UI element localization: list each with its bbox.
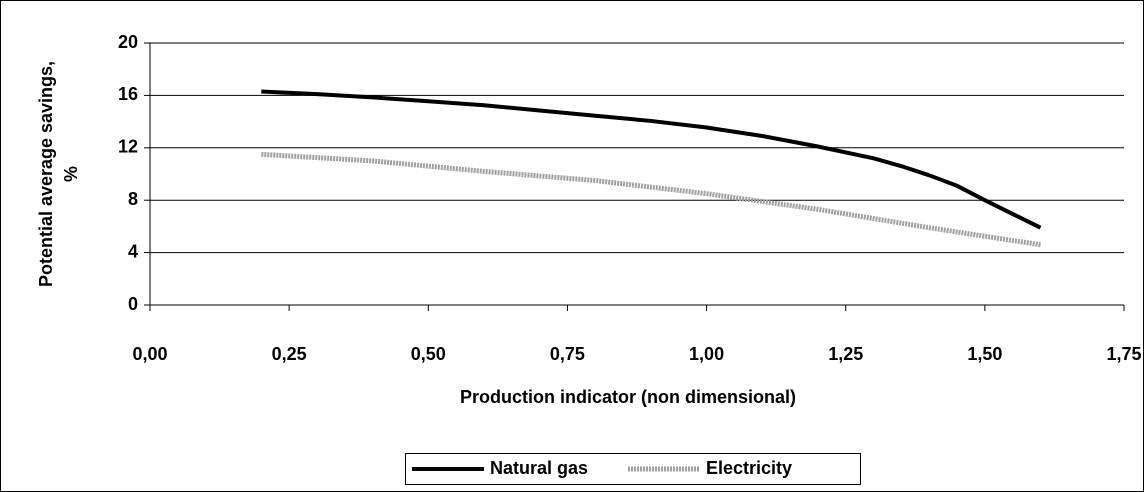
y-tick-label: 16 [118,84,138,104]
y-tick-label: 20 [118,32,138,52]
x-axis-label: Production indicator (non dimensional) [460,387,796,407]
x-tick-label: 0,75 [550,344,585,364]
y-axis-label: % [61,166,81,182]
y-tick-label: 8 [128,189,138,209]
y-tick-label: 0 [128,294,138,314]
legend-label: Natural gas [490,458,588,478]
x-tick-label: 0,50 [411,344,446,364]
x-tick-label: 1,50 [967,344,1002,364]
y-tick-label: 12 [118,137,138,157]
x-tick-label: 1,25 [828,344,863,364]
x-tick-label: 0,00 [132,344,167,364]
series-line [261,151,1041,248]
y-axis-label: Potential average savings, [36,61,56,287]
x-tick-label: 1,75 [1106,344,1141,364]
series-line [261,89,1042,230]
x-tick-label: 1,00 [689,344,724,364]
x-tick-label: 0,25 [272,344,307,364]
legend-label: Electricity [706,458,792,478]
y-tick-label: 4 [128,241,138,261]
